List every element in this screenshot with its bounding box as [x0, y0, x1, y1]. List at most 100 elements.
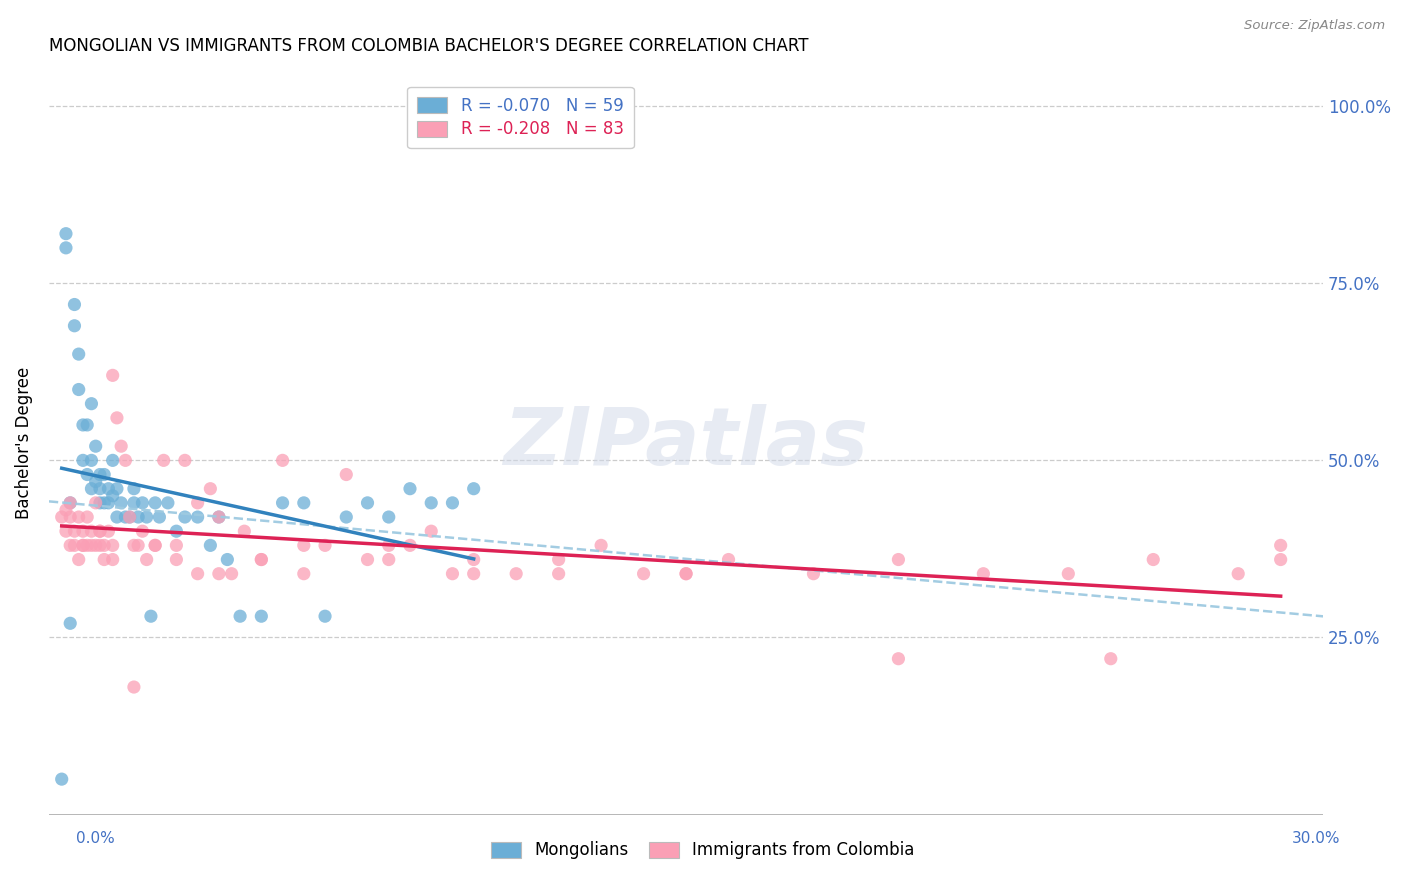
Point — [335, 467, 357, 482]
Point — [314, 609, 336, 624]
Point — [1057, 566, 1080, 581]
Point — [114, 510, 136, 524]
Point — [1142, 552, 1164, 566]
Point — [89, 524, 111, 539]
Point — [377, 538, 399, 552]
Text: 0.0%: 0.0% — [76, 831, 115, 846]
Point — [76, 467, 98, 482]
Point — [80, 397, 103, 411]
Point — [156, 496, 179, 510]
Point — [72, 538, 94, 552]
Point — [356, 552, 378, 566]
Point — [84, 538, 107, 552]
Point — [122, 680, 145, 694]
Text: ZIPatlas: ZIPatlas — [503, 404, 869, 482]
Point — [59, 496, 82, 510]
Point — [84, 475, 107, 489]
Point — [187, 496, 209, 510]
Point — [63, 538, 86, 552]
Point — [399, 538, 422, 552]
Point — [89, 524, 111, 539]
Point — [105, 510, 128, 524]
Text: 30.0%: 30.0% — [1292, 831, 1340, 846]
Point — [271, 496, 294, 510]
Point — [110, 496, 132, 510]
Point — [314, 538, 336, 552]
Point — [93, 552, 115, 566]
Legend: R = -0.070   N = 59, R = -0.208   N = 83: R = -0.070 N = 59, R = -0.208 N = 83 — [408, 87, 634, 148]
Point — [93, 467, 115, 482]
Point — [152, 453, 174, 467]
Point — [250, 552, 273, 566]
Point — [63, 318, 86, 333]
Point — [463, 566, 485, 581]
Point — [89, 496, 111, 510]
Point — [187, 566, 209, 581]
Point — [55, 503, 77, 517]
Point — [118, 510, 141, 524]
Point — [72, 524, 94, 539]
Point — [72, 453, 94, 467]
Point — [250, 609, 273, 624]
Point — [67, 383, 90, 397]
Point — [292, 538, 315, 552]
Point — [972, 566, 994, 581]
Point — [67, 552, 90, 566]
Point — [1227, 566, 1250, 581]
Point — [271, 453, 294, 467]
Point — [233, 524, 256, 539]
Point — [63, 524, 86, 539]
Point — [59, 538, 82, 552]
Point — [165, 538, 187, 552]
Point — [76, 538, 98, 552]
Text: MONGOLIAN VS IMMIGRANTS FROM COLOMBIA BACHELOR'S DEGREE CORRELATION CHART: MONGOLIAN VS IMMIGRANTS FROM COLOMBIA BA… — [49, 37, 808, 55]
Point — [89, 482, 111, 496]
Point — [89, 538, 111, 552]
Point — [63, 297, 86, 311]
Point — [97, 524, 120, 539]
Point — [101, 538, 124, 552]
Point — [463, 482, 485, 496]
Point — [441, 566, 464, 581]
Point — [80, 524, 103, 539]
Point — [420, 496, 443, 510]
Point — [114, 453, 136, 467]
Point — [76, 417, 98, 432]
Point — [143, 538, 166, 552]
Point — [887, 651, 910, 665]
Point — [165, 552, 187, 566]
Point — [101, 489, 124, 503]
Point — [51, 772, 73, 786]
Point — [377, 552, 399, 566]
Point — [76, 510, 98, 524]
Point — [97, 496, 120, 510]
Point — [165, 524, 187, 539]
Point — [200, 482, 222, 496]
Point — [51, 510, 73, 524]
Point — [547, 552, 569, 566]
Point — [122, 496, 145, 510]
Point — [335, 510, 357, 524]
Point — [67, 510, 90, 524]
Point — [591, 538, 613, 552]
Point — [84, 439, 107, 453]
Point — [122, 538, 145, 552]
Point — [59, 510, 82, 524]
Point — [356, 496, 378, 510]
Point — [675, 566, 697, 581]
Point — [292, 566, 315, 581]
Point — [420, 524, 443, 539]
Point — [55, 227, 77, 241]
Point — [101, 368, 124, 383]
Point — [84, 496, 107, 510]
Point — [72, 538, 94, 552]
Point — [135, 510, 157, 524]
Legend: Mongolians, Immigrants from Colombia: Mongolians, Immigrants from Colombia — [484, 833, 922, 868]
Point — [208, 510, 231, 524]
Point — [463, 552, 485, 566]
Point — [80, 453, 103, 467]
Point — [89, 467, 111, 482]
Point — [399, 482, 422, 496]
Point — [1099, 651, 1122, 665]
Point — [118, 510, 141, 524]
